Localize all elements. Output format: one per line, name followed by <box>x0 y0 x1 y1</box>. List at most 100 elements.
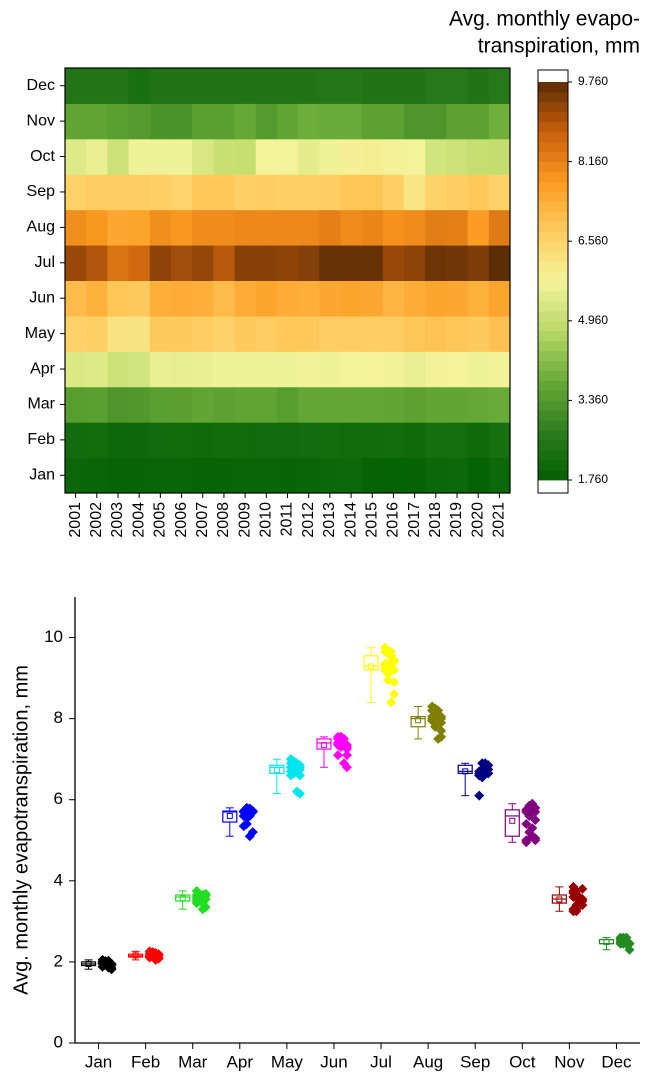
colorbar-step <box>538 271 568 282</box>
y-tick-label: 6 <box>54 789 63 808</box>
y-tick-label: Sep <box>27 183 56 200</box>
heatmap-cell <box>319 103 341 140</box>
heatmap-cell <box>382 245 405 281</box>
y-tick-label: Oct <box>30 148 55 165</box>
heatmap-cell <box>382 351 405 388</box>
heatmap-cell <box>128 209 151 246</box>
heatmap-cell <box>298 457 320 494</box>
heatmap-cell <box>128 422 151 459</box>
heatmap-cell <box>86 174 108 211</box>
heatmap-cell <box>404 68 426 104</box>
heatmap-cell <box>213 174 236 211</box>
heatmap-cell <box>192 315 214 352</box>
heatmap-cell <box>361 174 384 211</box>
point <box>241 819 252 830</box>
heatmap-cell <box>276 103 299 140</box>
heatmap-cell <box>361 351 384 388</box>
point <box>521 804 532 815</box>
heatmap-cell <box>128 68 151 104</box>
heatmap-cell <box>107 280 130 317</box>
x-tick-label: 2006 <box>173 502 190 538</box>
colorbar-step <box>538 181 568 192</box>
heatmap-cell <box>234 209 257 246</box>
y-tick-label: Jan <box>29 467 55 484</box>
heatmap-cell <box>234 315 257 352</box>
heatmap-cell <box>340 315 363 352</box>
x-tick-label: Dec <box>601 1052 632 1071</box>
x-tick-label: 2015 <box>363 502 380 538</box>
point <box>332 731 343 742</box>
x-tick-label: Nov <box>554 1052 585 1071</box>
colorbar-step <box>538 221 568 232</box>
heatmap-cell <box>255 174 278 211</box>
x-tick-label: 2021 <box>491 502 508 538</box>
heatmap-cell <box>149 351 172 388</box>
mean <box>556 896 563 903</box>
heatmap-cell <box>488 68 511 104</box>
colorbar-step <box>538 370 568 381</box>
colorbar-tick-label: 6.560 <box>578 233 608 247</box>
heatmap-cell <box>425 209 447 246</box>
heatmap-cell <box>128 351 151 388</box>
heatmap-cell <box>425 457 447 494</box>
heatmap-cell <box>192 245 214 281</box>
x-tick-label: 2018 <box>427 502 444 538</box>
box <box>222 810 238 823</box>
mean <box>132 952 139 959</box>
mean <box>273 767 280 774</box>
heatmap-cell <box>170 245 193 281</box>
box <box>504 809 520 837</box>
point <box>389 654 400 665</box>
heatmap-cell <box>404 138 426 175</box>
heatmap-cell <box>382 68 405 104</box>
x-tick-label: 2019 <box>448 502 465 538</box>
colorbar-step <box>538 171 568 182</box>
point <box>530 835 541 846</box>
heatmap-cell <box>319 315 341 352</box>
colorbar-step <box>538 430 568 441</box>
point <box>386 697 397 708</box>
heatmap-cell <box>425 138 447 175</box>
heatmap-cell <box>276 209 299 246</box>
heatmap-cell <box>382 315 405 352</box>
heatmap-cell <box>255 386 278 423</box>
heatmap-cell <box>234 103 257 140</box>
x-tick-label: 2020 <box>469 502 486 538</box>
colorbar-cap <box>538 480 568 493</box>
heatmap-cell <box>170 174 193 211</box>
x-tick-label: 2001 <box>67 502 84 538</box>
x-tick-label: Jun <box>320 1052 347 1071</box>
heatmap-cell <box>276 280 299 317</box>
x-tick-label: Jul <box>370 1052 392 1071</box>
heatmap-cell <box>298 209 320 246</box>
heatmap-cell <box>298 138 320 175</box>
mean <box>509 817 516 824</box>
point <box>380 660 391 671</box>
y-tick-label: Jun <box>29 289 55 306</box>
heatmap-cell <box>234 138 257 175</box>
heatmap-cell <box>107 103 130 140</box>
heatmap-cell <box>107 422 130 459</box>
heatmap-cell <box>319 457 341 494</box>
mean <box>85 960 92 967</box>
heatmap-cell <box>467 138 490 175</box>
y-tick-label: 4 <box>54 870 63 889</box>
heatmap-cell <box>107 245 130 281</box>
point <box>530 802 541 813</box>
x-tick-label: May <box>271 1052 304 1071</box>
heatmap-cell <box>234 68 257 104</box>
heatmap-cell <box>319 245 341 281</box>
heatmap-cell <box>255 209 278 246</box>
heatmap-cell <box>86 351 108 388</box>
colorbar-step <box>538 460 568 471</box>
colorbar-step <box>538 111 568 123</box>
heatmap-cell <box>255 138 278 175</box>
heatmap-cell <box>213 386 236 423</box>
heatmap-cell <box>149 280 172 317</box>
heatmap-cell <box>404 174 426 211</box>
heatmap-cell <box>340 280 363 317</box>
heatmap-cell <box>170 386 193 423</box>
point <box>238 806 249 817</box>
colorbar-step <box>538 91 568 103</box>
